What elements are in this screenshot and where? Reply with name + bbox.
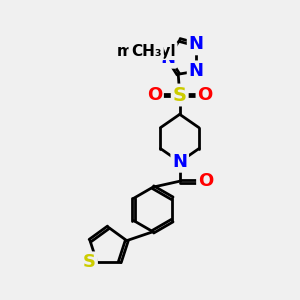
Text: N: N: [189, 35, 204, 53]
Text: O: O: [147, 86, 162, 104]
Text: N: N: [172, 153, 187, 171]
Text: S: S: [83, 253, 96, 271]
Text: CH₃: CH₃: [131, 44, 161, 59]
Text: N: N: [160, 49, 175, 67]
Text: O: O: [198, 172, 213, 190]
Text: S: S: [173, 85, 187, 104]
Text: N: N: [189, 62, 204, 80]
Text: methyl: methyl: [116, 44, 176, 59]
Text: O: O: [197, 86, 213, 104]
